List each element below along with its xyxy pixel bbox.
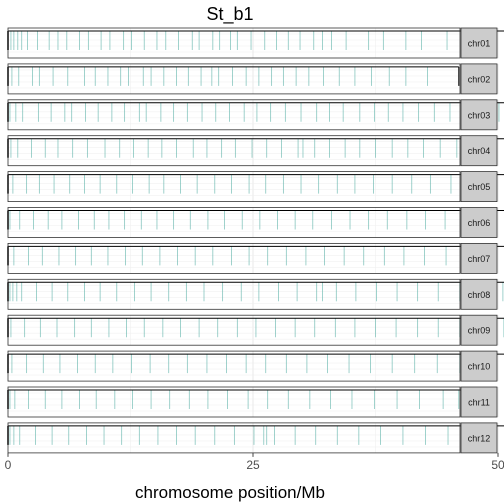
panel-border bbox=[7, 422, 461, 454]
strip-label: chr01 bbox=[468, 39, 491, 49]
panel-background bbox=[8, 351, 460, 382]
strip-label: chr06 bbox=[468, 218, 491, 228]
strip-chr07 bbox=[460, 242, 498, 274]
strip-label: chr02 bbox=[468, 74, 491, 84]
chromosome-panel-chr01: chr01 bbox=[7, 27, 504, 59]
strip-chr01 bbox=[460, 27, 498, 59]
x-tick-label: 50 bbox=[491, 458, 504, 472]
panel-background bbox=[8, 28, 460, 58]
chromosome-panel-chr02: chr02 bbox=[7, 63, 499, 95]
strip-chr11 bbox=[460, 386, 498, 418]
chromosome-panel-chr10: chr10 bbox=[7, 350, 504, 382]
chromosome-panel-chr08: chr08 bbox=[7, 278, 504, 310]
panel-border bbox=[7, 99, 461, 131]
chromosome-panel-chr06: chr06 bbox=[7, 207, 504, 238]
panel-background bbox=[8, 135, 460, 166]
strip-chr03 bbox=[460, 99, 498, 131]
chromosome-panel-chr03: chr03 bbox=[7, 99, 504, 131]
panel-border bbox=[7, 386, 461, 418]
chromosome-panel-chr11: chr11 bbox=[7, 386, 499, 418]
strip-label: chr11 bbox=[468, 398, 490, 408]
panel-background bbox=[8, 315, 460, 346]
chromosome-panel-chr07: chr07 bbox=[7, 242, 504, 274]
strip-label: chr07 bbox=[468, 254, 491, 264]
panel-border bbox=[7, 27, 461, 59]
x-tick-label: 25 bbox=[246, 458, 260, 472]
strip-label: chr08 bbox=[468, 290, 491, 300]
strip-label: chr04 bbox=[468, 146, 491, 156]
strip-chr05 bbox=[460, 171, 498, 203]
x-axis: 0255075 bbox=[5, 452, 504, 472]
chromosome-panel-chr12: chr12 bbox=[7, 422, 504, 454]
strip-label: chr03 bbox=[468, 110, 491, 120]
chart-title: St_b1 bbox=[206, 4, 253, 25]
strip-chr12 bbox=[460, 422, 498, 454]
panel-background bbox=[8, 279, 460, 310]
strip-chr02 bbox=[460, 63, 498, 95]
strip-chr04 bbox=[460, 135, 498, 167]
panel-border bbox=[7, 135, 461, 167]
panel-background bbox=[8, 63, 460, 94]
x-tick-label: 0 bbox=[5, 458, 12, 472]
x-axis-title: chromosome position/Mb bbox=[135, 483, 325, 502]
strip-chr08 bbox=[460, 278, 498, 310]
panel-border bbox=[7, 242, 461, 274]
panel-border bbox=[7, 63, 461, 95]
chromosome-panel-chr04: chr04 bbox=[7, 135, 504, 167]
strip-chr09 bbox=[460, 314, 498, 346]
strip-chr10 bbox=[460, 350, 498, 382]
panel-border bbox=[7, 171, 461, 203]
strip-label: chr09 bbox=[468, 326, 491, 336]
chromosome-panel-chr05: chr05 bbox=[7, 171, 504, 203]
panel-border bbox=[7, 207, 461, 238]
strip-label: chr12 bbox=[468, 433, 491, 443]
panel-border bbox=[7, 314, 461, 346]
panel-border bbox=[7, 278, 461, 310]
strip-chr06 bbox=[460, 207, 498, 238]
panel-border bbox=[7, 350, 461, 382]
chromosome-panel-chr09: chr09 bbox=[7, 314, 504, 346]
strip-label: chr05 bbox=[468, 182, 491, 192]
chromosome-panels: chr01 chr02 chr03 chr04 chr05 chr06 chr07 chr08… bbox=[7, 27, 504, 454]
panel-background bbox=[8, 171, 460, 202]
panel-background bbox=[8, 387, 460, 417]
panel-background bbox=[8, 207, 460, 238]
panel-background bbox=[8, 99, 460, 130]
strip-label: chr10 bbox=[468, 362, 491, 372]
